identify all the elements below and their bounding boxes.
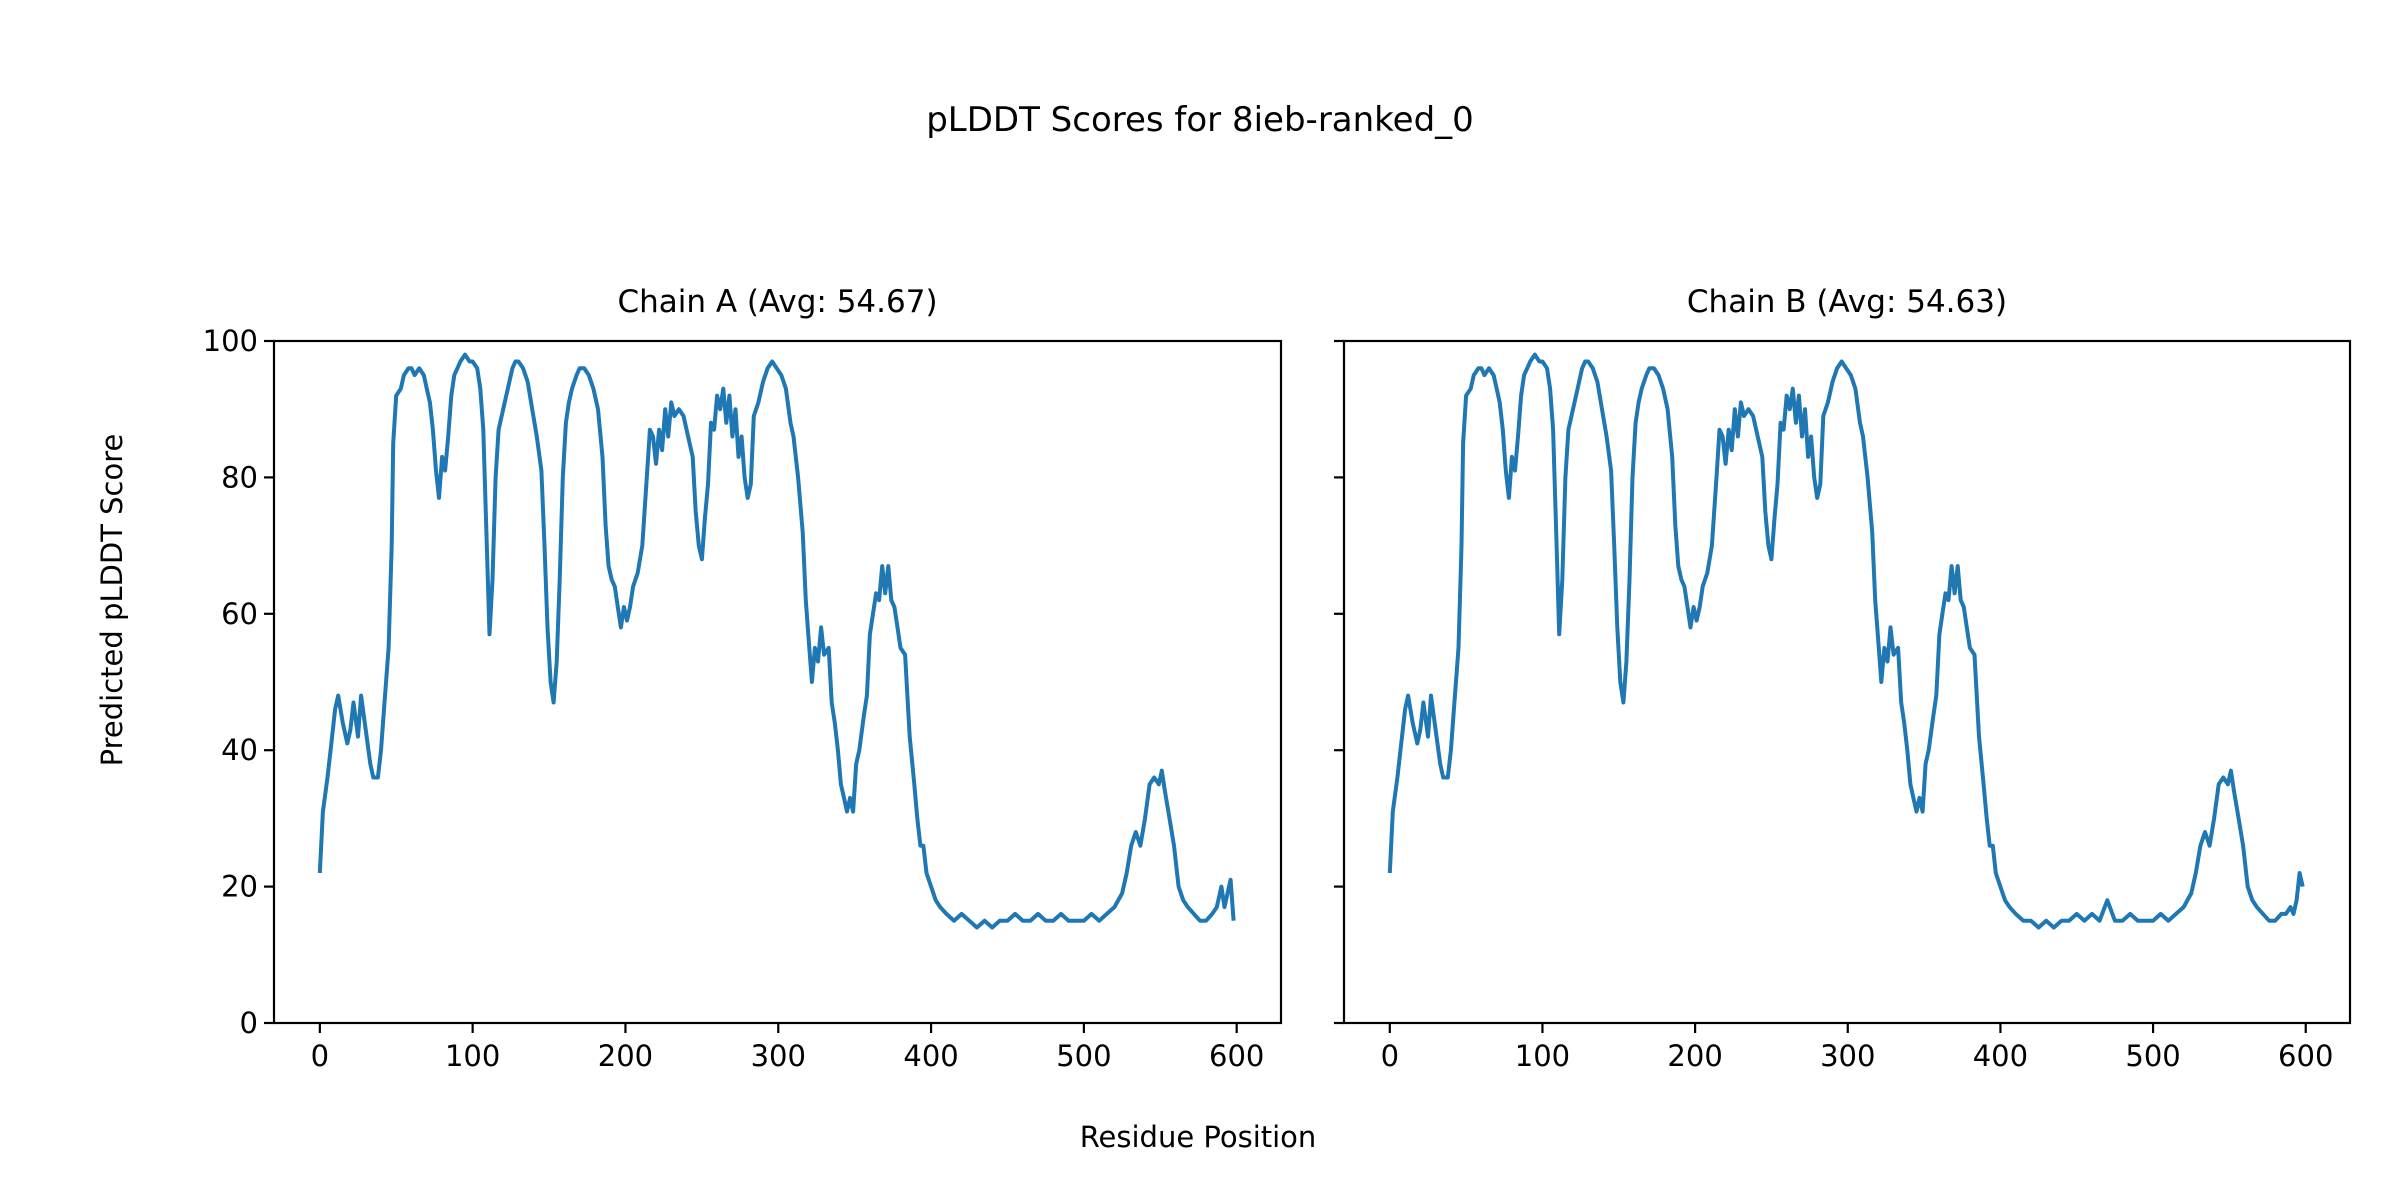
y-tick-label: 40 xyxy=(221,733,258,767)
y-tick-label: 0 xyxy=(240,1006,258,1040)
y-tick-label: 60 xyxy=(221,597,258,631)
axes-frame xyxy=(1342,339,2352,1025)
plddt-line xyxy=(1387,352,2305,930)
x-tick-label: 300 xyxy=(1820,1039,1875,1073)
x-axis-label: Residue Position xyxy=(1080,1120,1317,1154)
panels-group: Chain A (Avg: 54.67)0 100 200 300 400 500 6000… xyxy=(203,284,2352,1073)
x-tick-label: 100 xyxy=(1515,1039,1570,1073)
y-tick-label: 80 xyxy=(221,460,258,494)
x-tick-label: 400 xyxy=(1973,1039,2028,1073)
plddt-line xyxy=(317,352,1236,930)
x-tick-label: 600 xyxy=(1209,1039,1264,1073)
x-tick-label: 100 xyxy=(445,1039,500,1073)
y-axis-label: Predicted pLDDT Score xyxy=(95,434,129,767)
panel-title: Chain B (Avg: 54.63) xyxy=(1687,284,2007,320)
x-tick-label: 400 xyxy=(903,1039,958,1073)
figure-title: pLDDT Scores for 8ieb-ranked_0 xyxy=(926,100,1474,140)
y-tick-label: 100 xyxy=(203,324,258,358)
panel-title: Chain A (Avg: 54.67) xyxy=(617,284,937,320)
x-tick-label: 200 xyxy=(1667,1039,1722,1073)
x-tick-label: 500 xyxy=(1056,1039,1111,1073)
panel-chain-a: Chain A (Avg: 54.67) 0 100 200 300 400 500 600 0… xyxy=(203,284,1283,1073)
x-tick-label: 500 xyxy=(2125,1039,2180,1073)
x-tick-label: 200 xyxy=(598,1039,653,1073)
x-tick-label: 0 xyxy=(1381,1039,1399,1073)
y-tick-label: 20 xyxy=(221,870,258,904)
x-tick-label: 300 xyxy=(751,1039,806,1073)
axes-frame xyxy=(272,339,1283,1025)
panel-chain-b: Chain B (Avg: 54.63) 0 100 200 300 400 500 600 xyxy=(1334,284,2352,1073)
x-tick-label: 0 xyxy=(311,1039,329,1073)
x-tick-label: 600 xyxy=(2278,1039,2333,1073)
